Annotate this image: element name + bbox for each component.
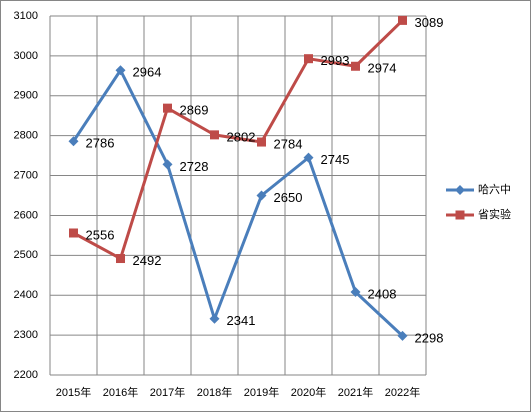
marker [69,228,78,238]
data-label: 2341 [227,313,256,328]
y-tick-label: 2300 [14,329,38,341]
data-label: 2408 [368,286,397,301]
marker [210,130,219,140]
data-label: 3089 [415,15,444,30]
x-tick-label: 2022年 [385,385,420,399]
data-label: 2492 [133,253,162,268]
y-tick-label: 2800 [14,130,38,142]
y-tick-label: 2900 [14,90,38,102]
marker [455,210,465,220]
marker [163,103,172,113]
series-line [72,68,404,338]
data-label: 2993 [321,53,350,68]
y-tick-label: 2500 [14,249,38,261]
x-tick-label: 2019年 [244,385,279,399]
series-line [72,19,404,261]
marker [350,287,361,298]
data-label: 2745 [321,152,350,167]
marker [303,152,314,163]
marker [257,137,266,147]
data-label: 2974 [368,61,397,76]
marker [162,159,173,170]
marker [68,136,79,147]
data-label: 2556 [86,227,115,242]
marker [209,313,220,324]
data-label: 2728 [180,159,209,174]
x-tick-label: 2021年 [338,385,373,399]
x-tick-label: 2018年 [197,385,232,399]
data-label: 2650 [274,190,303,205]
data-label: 2784 [274,136,303,151]
marker [256,190,267,201]
marker [455,185,465,195]
data-label: 2786 [86,136,115,151]
y-tick-label: 3000 [14,50,38,62]
x-tick-label: 2015年 [56,385,91,399]
data-label: 2802 [227,129,256,144]
marker [115,65,126,76]
marker [116,254,125,264]
data-label: 2964 [133,65,162,80]
marker [398,15,407,25]
y-tick-label: 2400 [14,289,38,301]
marker [351,61,360,71]
marker [304,54,313,64]
x-tick-label: 2017年 [150,385,185,399]
y-tick-label: 2700 [14,169,38,181]
x-tick-label: 2020年 [291,385,326,399]
y-tick-label: 2200 [14,369,38,381]
legend-label: 省实验 [478,207,511,221]
y-tick-label: 2600 [14,209,38,221]
marker [397,330,408,341]
legend-label: 哈六中 [478,183,511,196]
x-tick-label: 2016年 [103,385,138,399]
y-tick-label: 3100 [14,10,38,22]
data-label: 2869 [180,103,209,118]
data-label: 2298 [415,330,444,345]
